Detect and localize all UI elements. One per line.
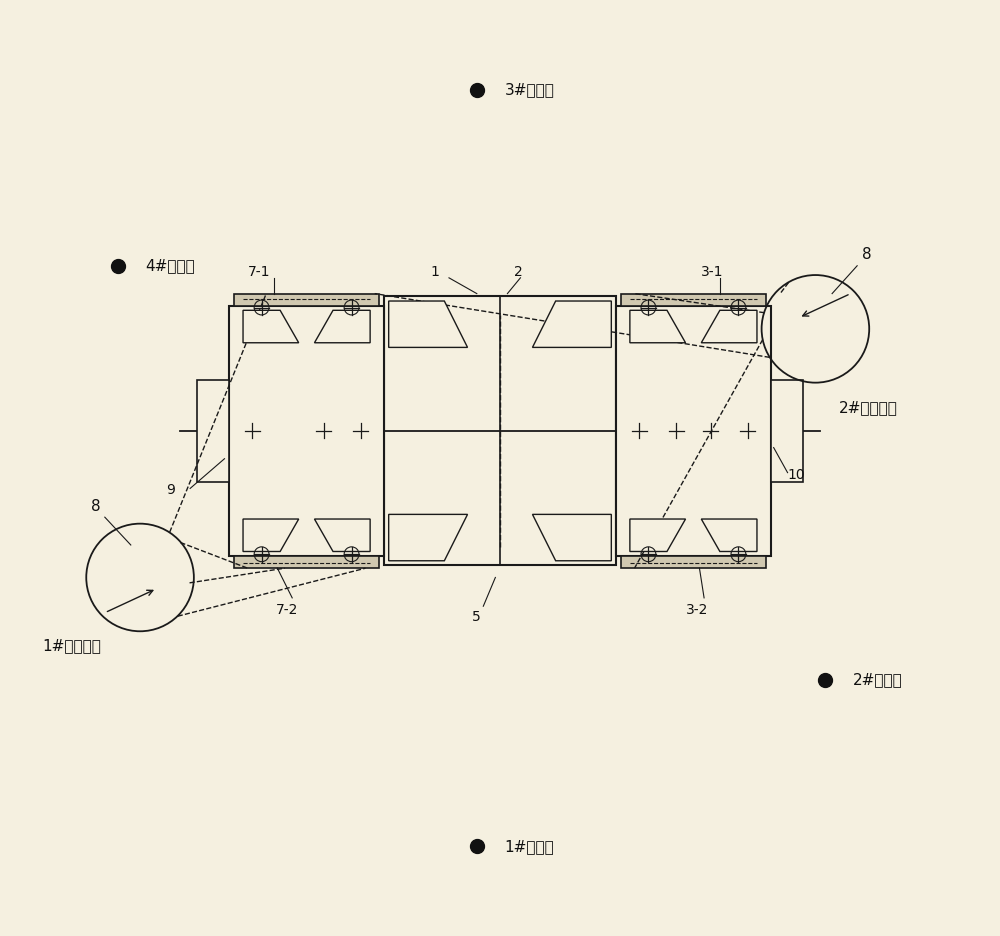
Bar [197,380,229,482]
Bar [771,380,803,482]
Point [469,839,485,854]
Text: 7-1: 7-1 [248,265,270,279]
Text: 5: 5 [472,610,481,624]
Polygon shape [701,519,757,551]
Text: 3#转站点: 3#转站点 [505,82,555,97]
Text: 2#检测工位: 2#检测工位 [839,401,897,416]
Text: 4#转站点: 4#转站点 [146,258,195,273]
Text: 3-1: 3-1 [701,265,724,279]
Polygon shape [532,515,611,561]
Polygon shape [630,311,686,343]
Bar [616,306,771,556]
Polygon shape [701,311,757,343]
Point [110,258,126,273]
Text: 2#转站点: 2#转站点 [853,672,902,687]
Text: 10: 10 [788,468,805,482]
Text: 8: 8 [862,247,871,262]
Text: 1: 1 [430,265,439,279]
Bar [384,297,616,565]
Polygon shape [389,515,468,561]
Polygon shape [630,519,686,551]
Bar [234,294,379,306]
Polygon shape [243,519,299,551]
Point [469,82,485,97]
Text: 7-2: 7-2 [276,603,298,617]
Text: 1#转站点: 1#转站点 [505,839,554,854]
Text: 3-2: 3-2 [686,603,708,617]
Bar [621,294,766,306]
Polygon shape [314,311,370,343]
Text: 9: 9 [166,483,175,497]
Text: 2: 2 [514,265,523,279]
Bar [621,556,766,568]
Text: 1#检测工位: 1#检测工位 [43,637,102,652]
Point [817,672,833,687]
Polygon shape [389,301,468,347]
Polygon shape [532,301,611,347]
Polygon shape [243,311,299,343]
Text: 8: 8 [91,499,100,514]
Polygon shape [314,519,370,551]
Bar [229,306,384,556]
Bar [234,556,379,568]
